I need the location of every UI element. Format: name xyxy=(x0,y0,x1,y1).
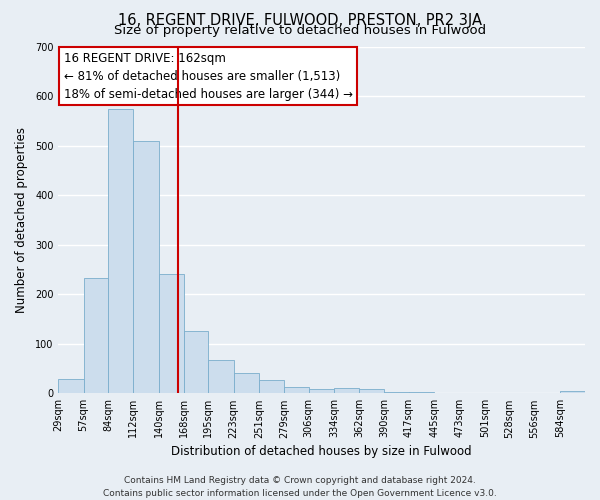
Text: 16 REGENT DRIVE: 162sqm
← 81% of detached houses are smaller (1,513)
18% of semi: 16 REGENT DRIVE: 162sqm ← 81% of detache… xyxy=(64,52,353,100)
Bar xyxy=(359,390,385,394)
Bar xyxy=(133,140,158,394)
Bar xyxy=(284,387,308,394)
Bar xyxy=(184,332,208,394)
Bar xyxy=(334,388,359,394)
Bar xyxy=(308,390,334,394)
Bar xyxy=(259,380,284,394)
Bar xyxy=(208,360,233,394)
Bar xyxy=(58,380,83,394)
Bar xyxy=(108,110,133,394)
Bar xyxy=(83,278,108,394)
Bar xyxy=(409,392,434,394)
Text: Contains HM Land Registry data © Crown copyright and database right 2024.
Contai: Contains HM Land Registry data © Crown c… xyxy=(103,476,497,498)
Bar xyxy=(385,392,409,394)
Y-axis label: Number of detached properties: Number of detached properties xyxy=(15,127,28,313)
Bar xyxy=(560,391,585,394)
Text: Size of property relative to detached houses in Fulwood: Size of property relative to detached ho… xyxy=(114,24,486,37)
X-axis label: Distribution of detached houses by size in Fulwood: Distribution of detached houses by size … xyxy=(172,444,472,458)
Text: 16, REGENT DRIVE, FULWOOD, PRESTON, PR2 3JA: 16, REGENT DRIVE, FULWOOD, PRESTON, PR2 … xyxy=(118,12,482,28)
Bar xyxy=(158,274,184,394)
Bar xyxy=(233,372,259,394)
